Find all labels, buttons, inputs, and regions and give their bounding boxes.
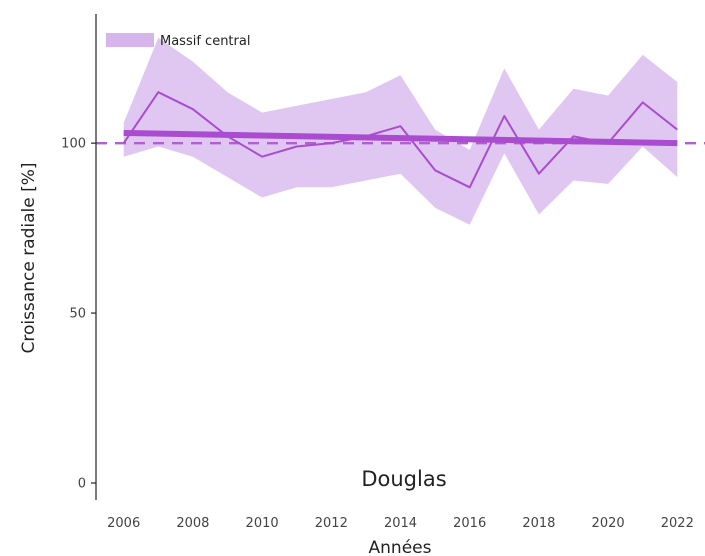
x-tick-label-2020: 2020 (592, 516, 625, 531)
legend: Massif central (106, 33, 250, 49)
trend-line-massif-central (123, 129, 678, 147)
legend-key-massif-central (106, 33, 154, 47)
y-tick-label-0: 0 (78, 477, 86, 492)
x-axis-title: Années (369, 538, 432, 556)
x-tick-label-2018: 2018 (522, 516, 555, 531)
chart-title: Douglas (361, 467, 446, 491)
x-tick-label-2012: 2012 (315, 516, 348, 531)
x-tick-label-2016: 2016 (453, 516, 486, 531)
x-tick-label-2010: 2010 (246, 516, 279, 531)
y-axis-title: Croissance radiale [%] (19, 162, 39, 353)
confidence-ribbon-massif-central (123, 37, 678, 225)
legend-label-massif-central: Massif central (160, 34, 250, 49)
x-tick-label-2008: 2008 (176, 516, 209, 531)
x-tick-label-2022: 2022 (661, 516, 694, 531)
plot-area (96, 37, 705, 225)
x-tick-label-2006: 2006 (107, 516, 140, 531)
y-tick-label-100: 100 (61, 137, 86, 152)
tick-labels: 2006 2008 2010 2012 2014 2016 2018 2020 2022 0 50 1… (61, 137, 694, 531)
x-tick-label-2014: 2014 (384, 516, 417, 531)
y-tick-label-50: 50 (69, 307, 86, 322)
